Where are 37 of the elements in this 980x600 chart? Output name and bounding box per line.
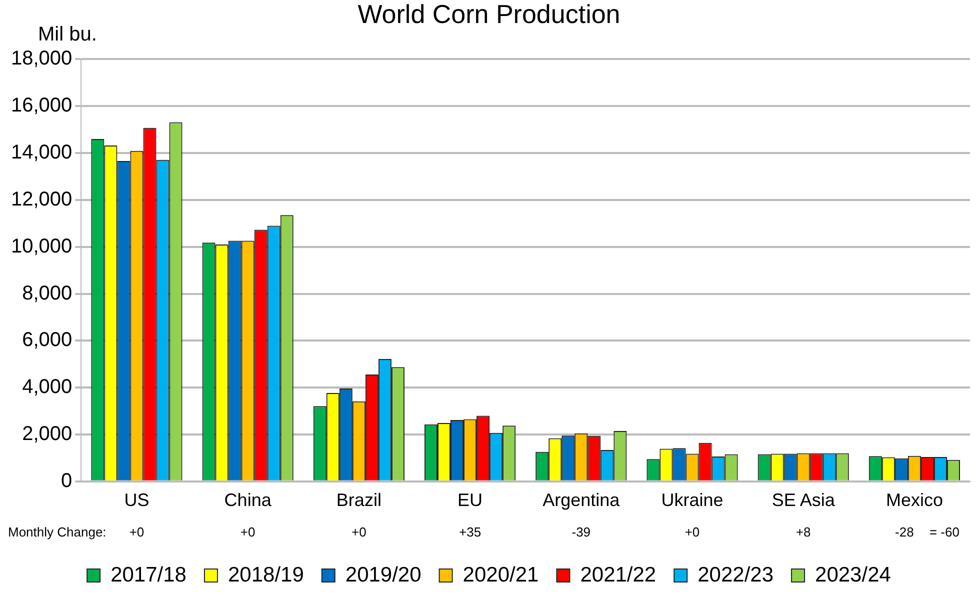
x-tick-label: US	[124, 490, 150, 510]
text: Monthly Change:	[8, 524, 106, 540]
text: -28	[895, 524, 914, 540]
legend-label: 2022/23	[698, 563, 774, 586]
y-tick-label: 14,000	[11, 142, 72, 164]
y-tick-label: 18,000	[11, 48, 72, 70]
legend-label: 2017/18	[110, 563, 186, 586]
y-tick-label: 2,000	[22, 423, 72, 446]
y-tick-label: 10,000	[11, 235, 72, 258]
y-tick-label: 12,000	[11, 188, 72, 210]
y-axis-title: Mil bu.	[38, 24, 97, 46]
y-tick-label: 0	[61, 470, 72, 492]
text: +0	[352, 524, 366, 540]
y-tick-label: 8,000	[22, 282, 72, 304]
legend-label: 2023/24	[815, 563, 892, 586]
text: +0	[240, 524, 256, 540]
legend-label: 2020/21	[462, 563, 539, 586]
text: +35	[459, 524, 482, 540]
legend-label: 2021/22	[580, 563, 656, 586]
text: +8	[796, 524, 811, 540]
y-tick-label: 4,000	[22, 376, 72, 398]
text: +0	[129, 524, 144, 540]
x-tick-label: Argentina	[542, 490, 621, 510]
text: +0	[684, 524, 700, 540]
text: = -60	[929, 524, 960, 540]
x-tick-label: Mexico	[886, 490, 943, 510]
text: -39	[572, 524, 591, 540]
chart-title: World Corn Production	[358, 0, 620, 29]
legend-label: 2019/20	[345, 563, 422, 586]
legend-label: 2018/19	[228, 563, 304, 586]
x-tick-label: Ukraine	[661, 490, 724, 510]
x-tick-label: Brazil	[336, 490, 382, 510]
x-tick-label: China	[224, 490, 272, 510]
x-tick-label: EU	[458, 490, 483, 510]
y-tick-label: 6,000	[22, 329, 72, 352]
x-tick-label: SE Asia	[772, 490, 836, 510]
y-tick-label: 16,000	[11, 94, 72, 117]
